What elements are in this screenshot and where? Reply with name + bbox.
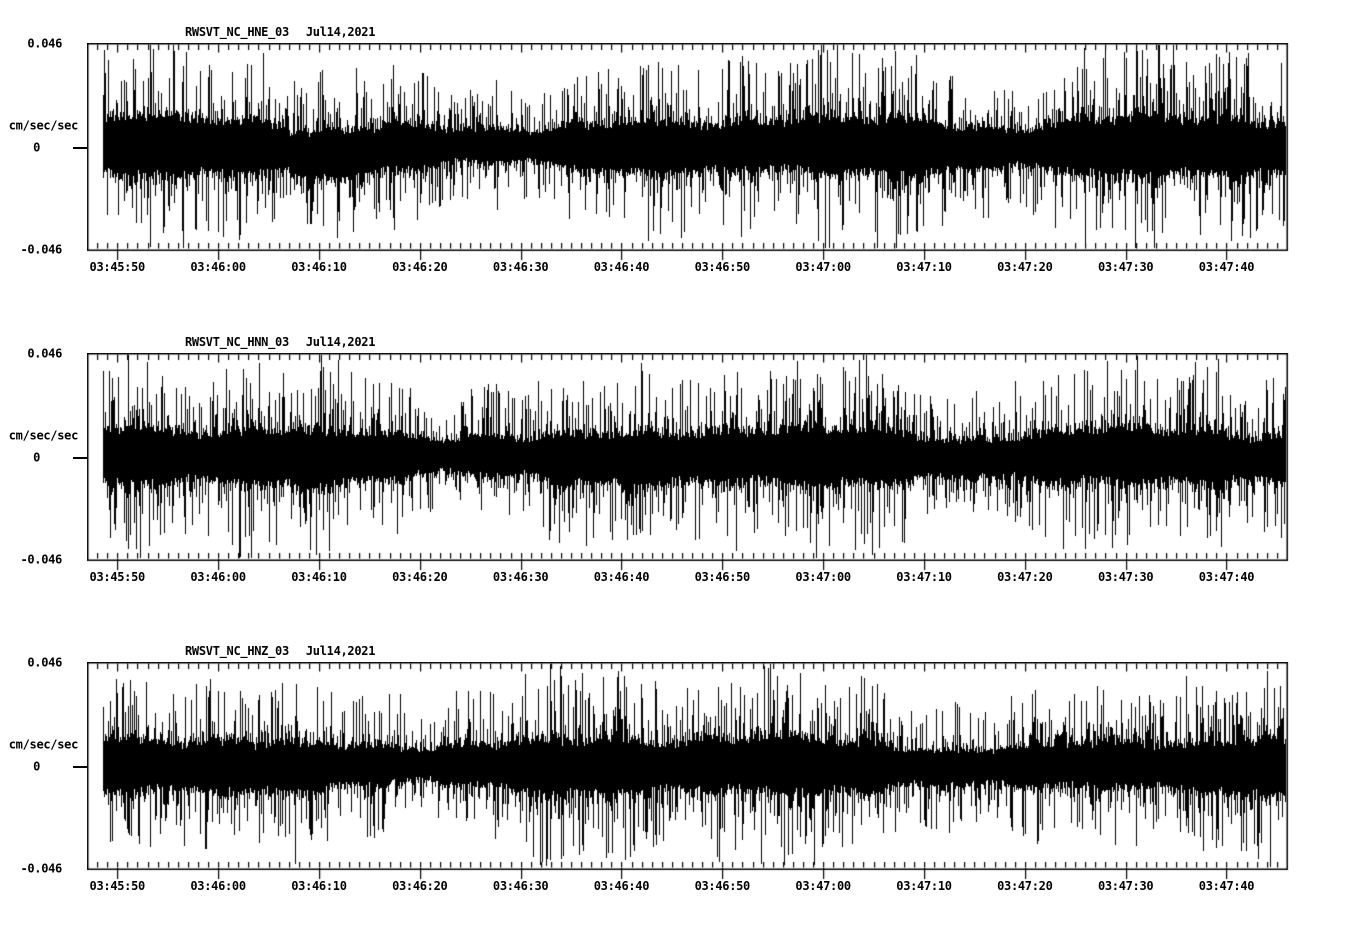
station-channel-label: RWSVT_NC_HNN_03 (185, 335, 289, 349)
y-zero-label: 0 (33, 450, 40, 465)
seismogram-panel-hnz: RWSVT_NC_HNZ_03 Jul14,2021 0.046 cm/sec/s… (0, 633, 1358, 938)
panel-title: RWSVT_NC_HNE_03 Jul14,2021 (185, 25, 375, 39)
y-zero-label: 0 (33, 140, 40, 155)
station-channel-label: RWSVT_NC_HNE_03 (185, 25, 289, 39)
panel-title: RWSVT_NC_HNZ_03 Jul14,2021 (185, 644, 375, 658)
y-max-label: 0.046 (27, 346, 62, 361)
y-min-label: -0.046 (20, 552, 62, 567)
zero-tick-mark (73, 147, 87, 149)
zero-tick-mark (73, 457, 87, 459)
seismogram-panel-hne: RWSVT_NC_HNE_03 Jul14,2021 0.046 cm/sec/s… (0, 14, 1358, 319)
station-channel-label: RWSVT_NC_HNZ_03 (185, 644, 289, 658)
waveform-plot-hne (87, 43, 1289, 265)
date-label: Jul14,2021 (305, 335, 376, 349)
y-unit-label: cm/sec/sec (8, 428, 79, 443)
seismogram-panel-hnn: RWSVT_NC_HNN_03 Jul14,2021 0.046 cm/sec/s… (0, 324, 1358, 629)
y-max-label: 0.046 (27, 655, 62, 670)
y-min-label: -0.046 (20, 861, 62, 876)
panel-title: RWSVT_NC_HNN_03 Jul14,2021 (185, 335, 375, 349)
y-max-label: 0.046 (27, 36, 62, 51)
waveform-plot-hnn (87, 353, 1289, 575)
y-unit-label: cm/sec/sec (8, 118, 79, 133)
y-min-label: -0.046 (20, 242, 62, 257)
y-unit-label: cm/sec/sec (8, 737, 79, 752)
date-label: Jul14,2021 (305, 644, 376, 658)
waveform-plot-hnz (87, 662, 1289, 884)
zero-tick-mark (73, 766, 87, 768)
date-label: Jul14,2021 (305, 25, 376, 39)
y-zero-label: 0 (33, 759, 40, 774)
